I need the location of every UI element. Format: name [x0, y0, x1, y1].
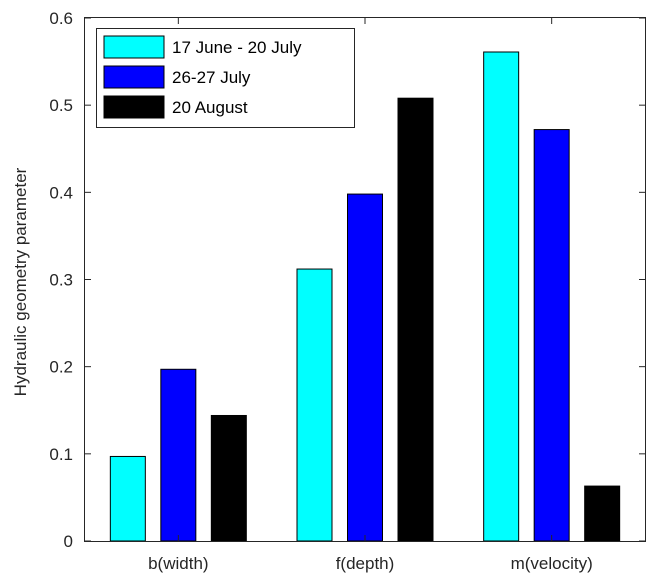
- x-tick-label: f(depth): [336, 554, 395, 573]
- legend: 17 June - 20 July 26-27 July 20 August: [96, 28, 355, 128]
- x-tick-label: m(velocity): [511, 554, 593, 573]
- y-tick-label: 0.6: [49, 9, 73, 28]
- bar-bwidth-series-2: [160, 368, 197, 542]
- legend-label: 17 June - 20 July: [172, 38, 302, 57]
- y-tick-label: 0: [64, 532, 73, 551]
- y-axis-label: Hydraulic geometry parameter: [11, 167, 30, 396]
- legend-swatch: [103, 35, 165, 59]
- y-tick-label: 0.1: [49, 445, 73, 464]
- bar-bwidth-series-1: [109, 455, 146, 542]
- y-tick-label: 0.4: [49, 183, 73, 202]
- plot-area-frame: [84, 17, 646, 542]
- x-tick-label: b(width): [148, 554, 208, 573]
- legend-label: 26-27 July: [172, 68, 251, 87]
- bar-mvelocity-series-3: [584, 485, 621, 542]
- y-tick-label: 0.3: [49, 271, 73, 290]
- legend-swatch: [103, 95, 165, 119]
- y-axis: 0 0.1 0.2 0.3 0.4 0.5 0.6: [49, 9, 645, 551]
- bars-group: [109, 51, 621, 542]
- legend-swatch: [103, 65, 165, 89]
- legend-label: 20 August: [172, 98, 248, 117]
- bar-fdepth-series-2: [347, 193, 383, 542]
- x-axis: b(width) f(depth) m(velocity): [148, 18, 593, 573]
- bar-fdepth-series-3: [397, 97, 434, 542]
- bar-mvelocity-series-2: [533, 129, 570, 542]
- bar-mvelocity-series-1: [483, 51, 520, 542]
- y-tick-label: 0.5: [49, 96, 73, 115]
- y-tick-label: 0.2: [49, 358, 73, 377]
- bar-fdepth-series-1: [296, 268, 333, 542]
- bar-bwidth-series-3: [210, 414, 247, 542]
